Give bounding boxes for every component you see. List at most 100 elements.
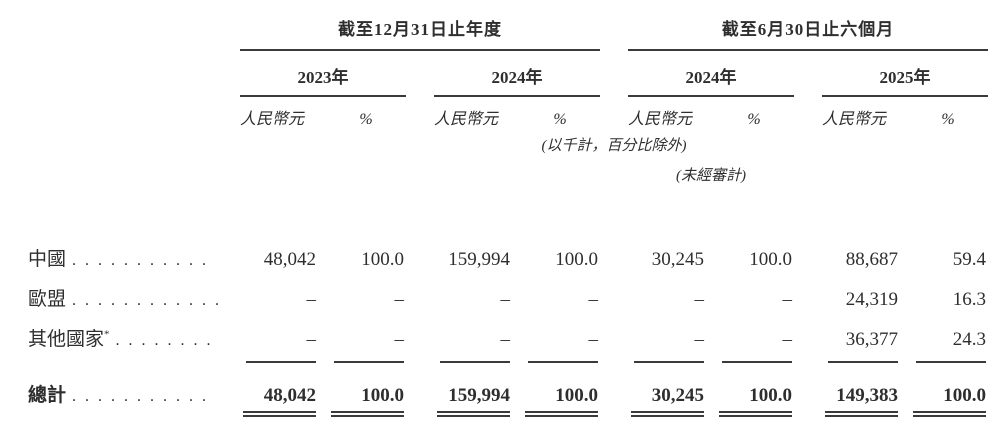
cell-value: 48,042 — [263, 385, 316, 406]
year-header-2023: 2023年 — [240, 50, 406, 97]
row-label-text: 歐盟 — [28, 289, 67, 310]
dot-leader: . . . . . . . . . . . . — [72, 292, 222, 309]
cell-value: – — [588, 329, 599, 350]
period-header-row: 截至12月31日止年度 截至6月30日止六個月 — [28, 6, 989, 51]
total-double-rule — [434, 407, 520, 425]
year-header-row: 2023年 2024年 2024年 2025年 — [28, 50, 989, 97]
cell-value: – — [694, 329, 705, 350]
empty-cell — [28, 50, 240, 96]
column-header-percent: % — [553, 111, 567, 128]
sum-rule — [434, 351, 520, 367]
sum-rule — [908, 351, 988, 367]
cell-value: – — [782, 289, 793, 310]
total-double-rule — [822, 407, 908, 425]
table-row-china: 中國 . . . . . . . . . . . 48,042 100.0 159… — [28, 231, 988, 271]
total-double-rule — [240, 407, 326, 425]
total-double-rule — [520, 407, 600, 425]
year-gap — [794, 50, 822, 96]
subcolumn-header-row: 人民幣元 % 人民幣元 % 人民幣元 % 人民幣元 % — [28, 96, 988, 129]
cell-value: 100.0 — [555, 249, 599, 270]
year-header-2024-interim: 2024年 — [628, 50, 795, 97]
cell-value: – — [694, 289, 705, 310]
empty-cell — [28, 129, 240, 159]
table-row-total: 總計 . . . . . . . . . . . 48,042 100.0 159… — [28, 367, 988, 407]
row-label-text: 總計 — [28, 385, 67, 406]
cell-value: 100.0 — [749, 385, 793, 406]
column-header-percent: % — [359, 111, 373, 128]
sum-rule — [714, 351, 794, 367]
cell-value: 100.0 — [361, 249, 404, 270]
period-header-annual: 截至12月31日止年度 — [240, 6, 601, 51]
cell-value: 30,245 — [651, 249, 705, 270]
cell-value: 59.4 — [952, 249, 987, 270]
row-label: 總計 . . . . . . . . . . . — [28, 367, 240, 407]
table-row-eu: 歐盟 . . . . . . . . . . . . – – – – – – 24… — [28, 271, 988, 311]
column-header-percent: % — [747, 111, 761, 128]
cell-value: 24.3 — [952, 329, 987, 350]
cell-value: – — [500, 289, 511, 310]
sum-rule — [326, 351, 406, 367]
sum-rule — [822, 351, 908, 367]
units-note: (以千計，百分比除外) — [541, 137, 687, 154]
year-gap — [794, 96, 822, 129]
unaudited-note-row: (未經審計) — [28, 159, 988, 189]
year-gap — [600, 96, 628, 129]
cell-value: 24,319 — [845, 289, 899, 310]
cell-value: 100.0 — [361, 385, 404, 406]
dot-leader: . . . . . . . . — [115, 332, 214, 349]
empty-cell — [28, 159, 628, 189]
dot-leader: . . . . . . . . . . . — [72, 388, 209, 405]
year-gap — [600, 50, 628, 96]
row-label: 中國 . . . . . . . . . . . — [28, 231, 240, 271]
total-double-rule — [628, 407, 714, 425]
empty-corner — [28, 6, 240, 50]
year-header-2025-interim: 2025年 — [822, 50, 989, 97]
cell-value: 48,042 — [263, 249, 316, 270]
sum-rule — [520, 351, 600, 367]
sum-rule — [628, 351, 714, 367]
empty-cell — [794, 159, 988, 189]
total-double-rule — [908, 407, 988, 425]
dot-leader: . . . . . . . . . . . — [72, 252, 209, 269]
year-gap — [406, 50, 434, 96]
cell-value: 159,994 — [448, 249, 510, 270]
cell-value: 100.0 — [943, 385, 987, 406]
column-header-rmb: 人民幣元 — [434, 111, 499, 128]
total-double-rule — [714, 407, 794, 425]
cell-value: 159,994 — [448, 385, 510, 406]
column-header-rmb: 人民幣元 — [822, 111, 887, 128]
cell-value: – — [500, 329, 511, 350]
cell-value: 36,377 — [845, 329, 899, 350]
column-header-percent: % — [941, 111, 955, 128]
column-header-rmb: 人民幣元 — [240, 111, 305, 128]
group-gap — [600, 6, 628, 50]
sum-rule — [240, 351, 326, 367]
cell-value: – — [394, 289, 405, 310]
cell-value: 88,687 — [845, 249, 899, 270]
total-double-rule-row — [28, 407, 988, 425]
cell-value: 30,245 — [651, 385, 705, 406]
sum-rule-row — [28, 351, 988, 367]
unaudited-note: (未經審計) — [676, 167, 747, 184]
cell-value: – — [588, 289, 599, 310]
period-header-interim: 截至6月30日止六個月 — [628, 6, 989, 51]
cell-value: – — [394, 329, 405, 350]
row-label-text: 其他國家 — [28, 329, 105, 350]
cell-value: 16.3 — [952, 289, 987, 310]
footnote-marker: * — [104, 328, 110, 341]
empty-cell — [28, 96, 240, 129]
column-header-rmb: 人民幣元 — [628, 111, 693, 128]
row-label: 其他國家* . . . . . . . . — [28, 311, 240, 351]
cell-value: 100.0 — [555, 385, 599, 406]
row-label: 歐盟 . . . . . . . . . . . . — [28, 271, 240, 311]
row-label-text: 中國 — [28, 249, 67, 270]
cell-value: 149,383 — [836, 385, 899, 406]
cell-value: – — [306, 329, 317, 350]
spacer-row — [28, 189, 988, 231]
revenue-by-region-table: 截至12月31日止年度 截至6月30日止六個月 2023年 2024年 2024… — [28, 6, 989, 425]
units-note-row: (以千計，百分比除外) — [28, 129, 988, 159]
cell-value: – — [782, 329, 793, 350]
year-header-2024: 2024年 — [434, 50, 601, 97]
total-double-rule — [326, 407, 406, 425]
table-row-other-countries: 其他國家*. . . . . . . . – – – – – – 36,377 … — [28, 311, 988, 351]
